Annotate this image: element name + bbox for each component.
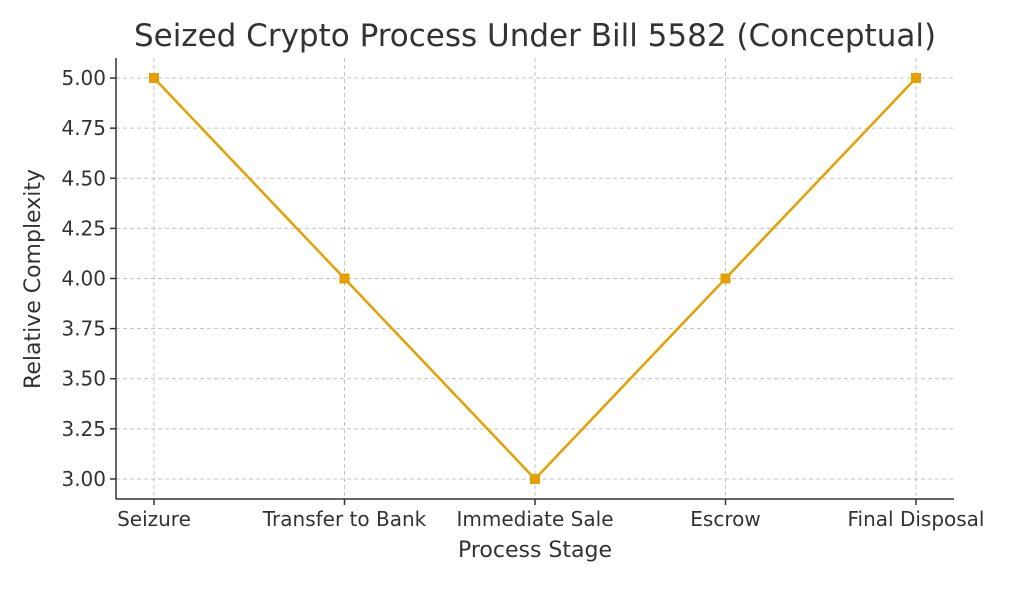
- x-tick-label: Transfer to Bank: [262, 507, 427, 531]
- y-ticks: 3.00 3.25 3.50 3.75 4.00 4.25 4.50 4.75 5.00: [61, 66, 116, 491]
- x-axis-label: Process Stage: [458, 538, 612, 563]
- y-tick-label: 4.50: [61, 166, 106, 190]
- data-point: [911, 73, 921, 84]
- y-tick-label: 4.75: [61, 116, 106, 140]
- series: [149, 73, 921, 484]
- data-point: [530, 473, 540, 484]
- x-tick-label: Escrow: [690, 507, 760, 531]
- grid: [116, 58, 954, 499]
- y-tick-label: 4.00: [61, 267, 106, 291]
- data-point: [149, 73, 159, 84]
- x-ticks: Seizure Transfer to Bank Immediate Sale Esc…: [117, 499, 985, 531]
- y-tick-label: 3.75: [61, 317, 106, 341]
- y-axis-label: Relative Complexity: [21, 169, 46, 389]
- data-point: [720, 273, 731, 284]
- y-tick-label: 4.25: [61, 216, 106, 240]
- y-tick-label: 3.00: [61, 467, 106, 491]
- y-tick-label: 3.50: [61, 367, 106, 391]
- y-tick-label: 3.25: [61, 417, 106, 441]
- x-tick-label: Final Disposal: [848, 507, 985, 531]
- chart-title: Seized Crypto Process Under Bill 5582 (C…: [134, 18, 936, 54]
- x-tick-label: Immediate Sale: [457, 507, 614, 531]
- data-point: [339, 273, 350, 284]
- x-tick-label: Seizure: [117, 507, 191, 531]
- y-tick-label: 5.00: [61, 66, 106, 90]
